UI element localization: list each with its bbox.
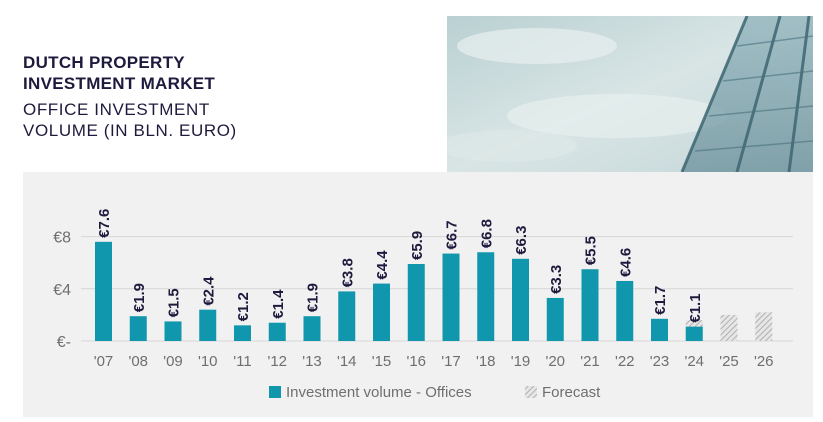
bar (164, 321, 182, 341)
legend-swatch-forecast (525, 386, 537, 398)
data-label: €1.9 (131, 283, 148, 312)
building-photo (447, 16, 813, 172)
x-tick-label: '17 (441, 353, 461, 370)
x-tick-label: '26 (754, 353, 774, 370)
x-tick-label: '20 (545, 353, 565, 370)
data-label: €5.9 (409, 231, 426, 260)
y-tick-label: €4 (53, 282, 71, 299)
chart-title: DUTCH PROPERTY INVESTMENT MARKET (23, 53, 216, 93)
data-label: €7.6 (96, 209, 113, 238)
chart-subtitle: OFFICE INVESTMENT VOLUME (IN BLN. EURO) (23, 100, 237, 140)
bar (616, 280, 634, 341)
bar (199, 309, 217, 341)
x-tick-label: '07 (94, 353, 114, 370)
chart-panel: €8 €4 €- €7.6 €1.9 €1.5 €2.4 €1.2 €1.4 €1.9 €3.8 €… (23, 172, 813, 417)
bar (512, 258, 529, 341)
data-labels: €7.6 €1.9 €1.5 €2.4 €1.2 €1.4 €1.9 €3.8 €4.4 €5.9… (96, 209, 704, 323)
data-label: €6.7 (444, 220, 461, 249)
x-tick-label: '10 (198, 353, 218, 370)
legend-swatch-offices (269, 386, 281, 398)
data-label: €1.4 (270, 289, 287, 319)
bar (685, 326, 703, 341)
data-label: €1.7 (652, 286, 669, 315)
bar (546, 297, 564, 341)
bar-chart: €8€4€- €7.6€1.9 €1.5 €2.4€1.2 €1.4 €1.9€3.8 €… (53, 209, 793, 401)
forecast-bar (720, 314, 738, 341)
bar (477, 252, 495, 341)
x-tick-label: '18 (476, 353, 496, 370)
data-label: €3.8 (339, 258, 356, 287)
bar (95, 241, 112, 341)
forecast-bar (755, 312, 773, 341)
x-tick-label: '14 (337, 353, 357, 370)
bar (651, 318, 668, 341)
data-label: €1.5 (166, 288, 183, 317)
bar (407, 264, 425, 341)
x-tick-label: '16 (406, 353, 426, 370)
x-tick-label: '08 (128, 353, 148, 370)
y-axis-ticks: €8 €4 €- (53, 230, 71, 351)
x-tick-label: '12 (267, 353, 287, 370)
legend-label-forecast: Forecast (542, 384, 601, 401)
data-label: €3.3 (548, 265, 565, 294)
data-label: €1.2 (235, 292, 252, 321)
data-label: €5.5 (583, 236, 600, 265)
data-label: €6.3 (513, 226, 530, 255)
legend-label-offices: Investment volume - Offices (286, 384, 472, 401)
y-tick-label: €8 (53, 230, 71, 247)
bar (234, 325, 251, 341)
legend: Investment volume - Offices Forecast (269, 384, 601, 401)
x-tick-label: '15 (372, 353, 392, 370)
x-tick-label: '25 (719, 353, 739, 370)
data-label: €6.8 (478, 219, 495, 248)
bar (338, 291, 356, 341)
x-tick-label: '23 (650, 353, 670, 370)
y-tick-label: €- (57, 334, 71, 351)
data-label: €1.1 (687, 293, 704, 322)
x-tick-label: '13 (302, 353, 322, 370)
bars (95, 241, 773, 341)
bar (303, 316, 321, 341)
x-tick-label: '22 (615, 353, 635, 370)
bar (129, 316, 147, 341)
bar (268, 322, 286, 341)
data-label: €2.4 (200, 276, 217, 306)
x-tick-label: '19 (511, 353, 531, 370)
title-block: DUTCH PROPERTY INVESTMENT MARKET OFFICE … (23, 52, 283, 141)
bar (373, 283, 390, 341)
data-label: €1.9 (305, 283, 322, 312)
x-tick-label: '24 (684, 353, 704, 370)
x-axis-ticks: '07 '08 '09 '10 '11 '12 '13 '14 '15 '16 '17 '18 '19 '… (94, 353, 774, 370)
data-label: €4.6 (617, 248, 634, 277)
data-label: €4.4 (374, 250, 391, 280)
x-tick-label: '09 (163, 353, 183, 370)
x-tick-label: '11 (233, 353, 251, 370)
bar (442, 253, 460, 341)
x-tick-label: '21 (580, 353, 600, 370)
bar (581, 269, 599, 341)
